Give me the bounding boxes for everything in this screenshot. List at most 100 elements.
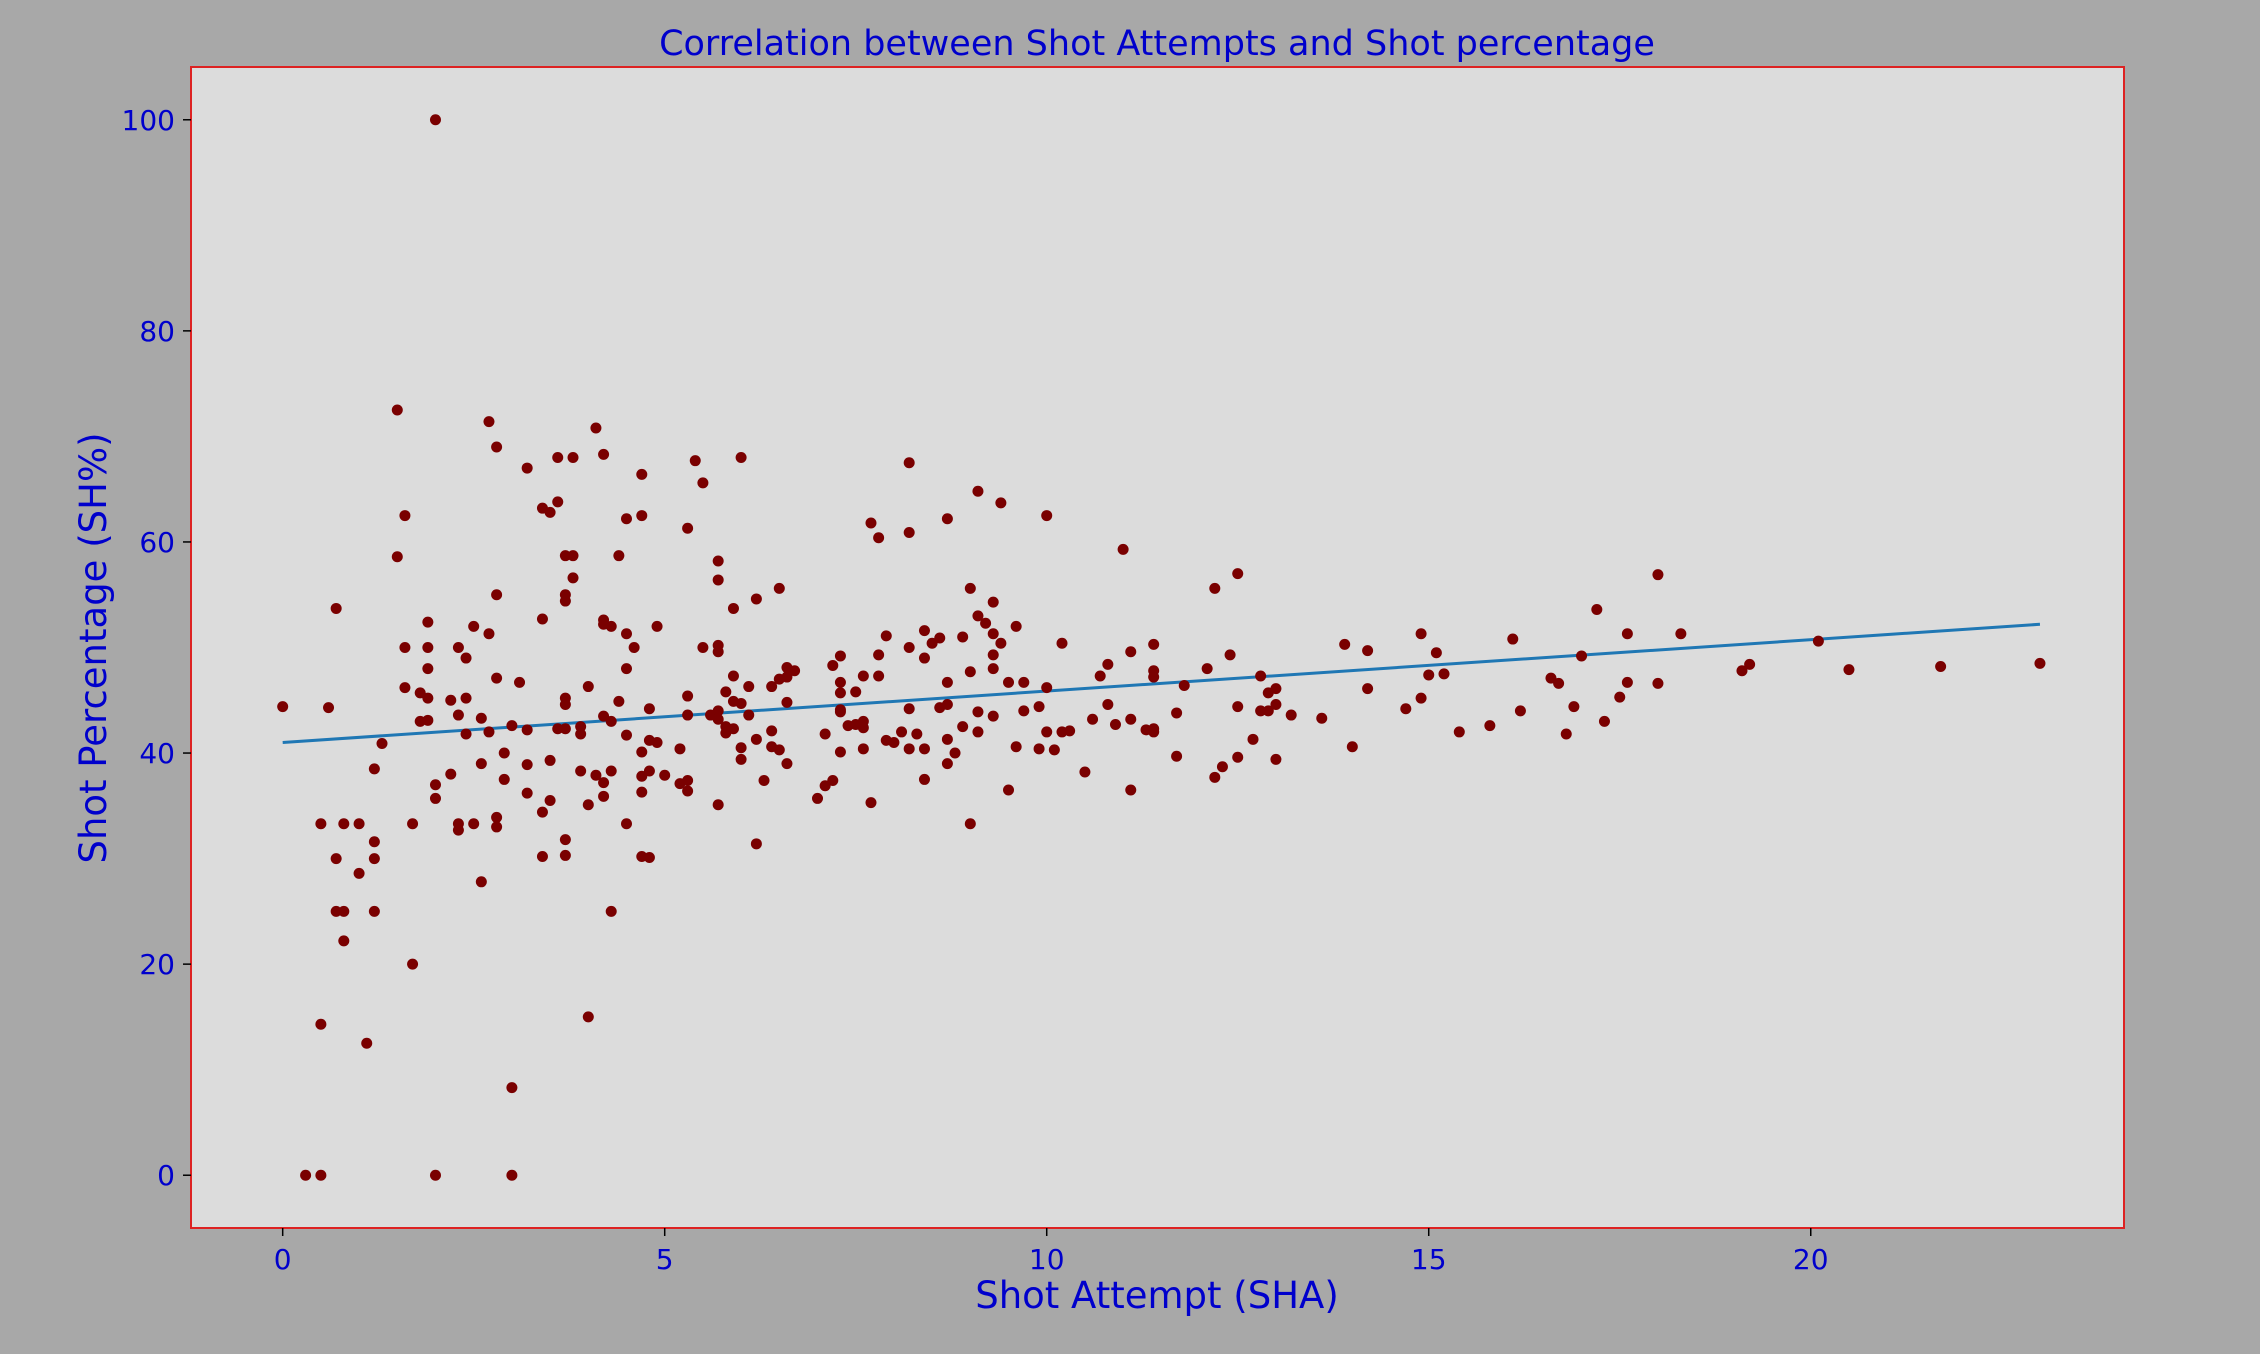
data-point [1438, 668, 1450, 680]
data-point [544, 795, 556, 807]
data-point [620, 628, 632, 640]
data-point [521, 759, 533, 771]
data-point [903, 743, 915, 755]
data-point [850, 686, 862, 698]
data-point [1430, 647, 1442, 659]
data-point [712, 646, 724, 658]
data-point [300, 1169, 312, 1181]
data-point [903, 457, 915, 469]
data-point [605, 905, 617, 917]
data-point [750, 593, 762, 605]
data-point [1423, 669, 1435, 681]
data-point [483, 726, 495, 738]
data-point [827, 774, 839, 786]
data-point [1453, 726, 1465, 738]
data-point [941, 758, 953, 770]
data-point [987, 628, 999, 640]
data-point [1148, 671, 1160, 683]
data-point [735, 452, 747, 464]
data-point [995, 497, 1007, 509]
data-point [1148, 726, 1160, 738]
data-point [1216, 761, 1228, 773]
data-point [613, 550, 625, 562]
data-point [277, 701, 289, 713]
data-point [567, 572, 579, 584]
data-point [582, 681, 594, 693]
data-point [429, 779, 441, 791]
data-point [941, 676, 953, 688]
data-point [1736, 665, 1748, 677]
data-point [468, 620, 480, 632]
data-point [941, 733, 953, 745]
data-point [514, 676, 526, 688]
data-point [987, 596, 999, 608]
trend-line [282, 622, 2041, 744]
data-point [1262, 705, 1274, 717]
data-point [1018, 676, 1030, 688]
data-point [620, 729, 632, 741]
data-point [636, 468, 648, 480]
y-tick-label: 0 [157, 1159, 175, 1192]
data-point [949, 747, 961, 759]
data-point [1362, 683, 1374, 695]
data-point [1484, 720, 1496, 732]
data-point [789, 665, 801, 677]
data-point [460, 692, 472, 704]
data-point [506, 720, 518, 732]
data-point [972, 726, 984, 738]
data-point [483, 416, 495, 428]
data-point [1102, 658, 1114, 670]
data-point [407, 818, 419, 830]
data-point [773, 582, 785, 594]
data-point [766, 725, 778, 737]
y-tick-label: 80 [139, 315, 175, 348]
data-point [452, 709, 464, 721]
data-point [903, 703, 915, 715]
data-point [1209, 582, 1221, 594]
data-point [743, 681, 755, 693]
data-point [1171, 750, 1183, 762]
data-point [1553, 677, 1565, 689]
data-point [429, 792, 441, 804]
data-point [834, 650, 846, 662]
data-point [1232, 568, 1244, 580]
data-point [643, 852, 655, 864]
data-point [1178, 679, 1190, 691]
x-axis-label: Shot Attempt (SHA) [975, 1274, 1339, 1317]
data-point [682, 785, 694, 797]
data-point [1171, 707, 1183, 719]
data-point [1270, 698, 1282, 710]
x-tick-label: 0 [274, 1243, 292, 1276]
y-axis-ticks: 0 20 40 60 80 100 [122, 104, 191, 1192]
data-point [521, 724, 533, 736]
data-point [330, 602, 342, 614]
data-point [536, 613, 548, 625]
data-point [712, 799, 724, 811]
data-point [582, 799, 594, 811]
data-point [368, 905, 380, 917]
data-point [636, 786, 648, 798]
data-point [552, 452, 564, 464]
data-point [750, 733, 762, 745]
data-point [750, 838, 762, 850]
data-point [598, 448, 610, 460]
data-point [1652, 677, 1664, 689]
data-point [536, 850, 548, 862]
data-point [559, 834, 571, 846]
data-point [620, 513, 632, 525]
data-point [475, 712, 487, 724]
data-point [315, 1169, 327, 1181]
data-point [1514, 705, 1526, 717]
data-point [620, 818, 632, 830]
data-point [590, 769, 602, 781]
data-point [781, 671, 793, 683]
data-point [697, 477, 709, 489]
data-point [1621, 628, 1633, 640]
data-point [972, 610, 984, 622]
data-point [491, 589, 503, 601]
data-point [506, 1169, 518, 1181]
data-point [834, 676, 846, 688]
data-point [911, 728, 923, 740]
data-point [605, 620, 617, 632]
